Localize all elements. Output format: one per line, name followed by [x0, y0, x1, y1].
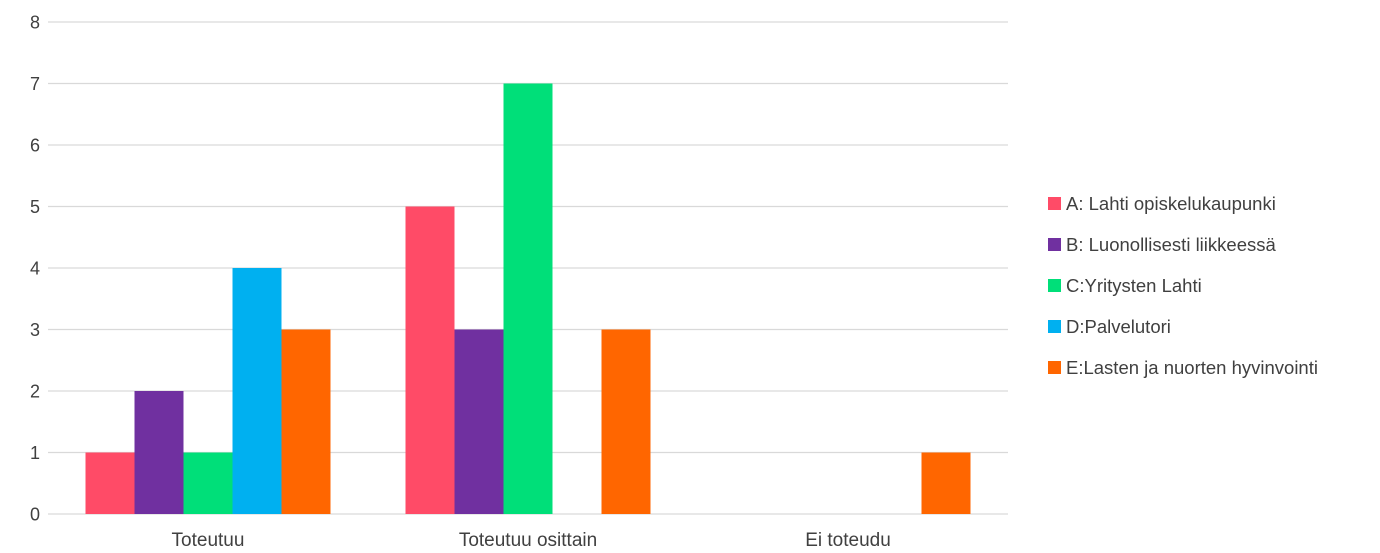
x-category-label: Toteutuu — [172, 530, 245, 551]
bar — [232, 268, 282, 514]
legend-item: B: Luonollisesti liikkeessä — [1048, 224, 1378, 265]
bar — [405, 206, 455, 514]
legend-item: E:Lasten ja nuorten hyvinvointi — [1048, 347, 1378, 388]
y-tick-label: 1 — [30, 443, 40, 463]
chart-legend: A: Lahti opiskelukaupunki B: Luonollisest… — [1048, 183, 1378, 388]
bar — [503, 83, 553, 514]
x-category-label: Ei toteudu — [805, 530, 891, 551]
legend-label: B: Luonollisesti liikkeessä — [1066, 233, 1276, 255]
legend-label: D:Palvelutori — [1066, 315, 1171, 337]
legend-swatch — [1048, 238, 1061, 251]
bar — [85, 452, 135, 514]
legend-item: A: Lahti opiskelukaupunki — [1048, 183, 1378, 224]
y-tick-label: 2 — [30, 382, 40, 402]
y-tick-label: 3 — [30, 320, 40, 340]
bar — [921, 452, 971, 514]
legend-swatch — [1048, 279, 1061, 292]
y-tick-label: 8 — [30, 13, 40, 33]
legend-swatch — [1048, 320, 1061, 333]
bar — [454, 329, 504, 514]
legend-swatch — [1048, 197, 1061, 210]
legend-label: E:Lasten ja nuorten hyvinvointi — [1066, 356, 1318, 378]
legend-label: A: Lahti opiskelukaupunki — [1066, 192, 1276, 214]
bar — [601, 329, 651, 514]
y-tick-label: 5 — [30, 197, 40, 217]
legend-item: D:Palvelutori — [1048, 306, 1378, 347]
legend-label: C:Yritysten Lahti — [1066, 274, 1202, 296]
legend-swatch — [1048, 361, 1061, 374]
y-tick-label: 0 — [30, 505, 40, 525]
y-tick-label: 7 — [30, 74, 40, 94]
bar — [183, 452, 233, 514]
legend-item: C:Yritysten Lahti — [1048, 265, 1378, 306]
y-tick-label: 6 — [30, 136, 40, 156]
bar — [134, 391, 184, 514]
x-category-label: Toteutuu osittain — [459, 530, 597, 551]
bar-chart: 0 1 2 3 4 5 6 7 8 Toteutuu Toteutuu osittain Ei tot… — [30, 13, 1008, 551]
bar — [281, 329, 331, 514]
y-tick-label: 4 — [30, 259, 40, 279]
